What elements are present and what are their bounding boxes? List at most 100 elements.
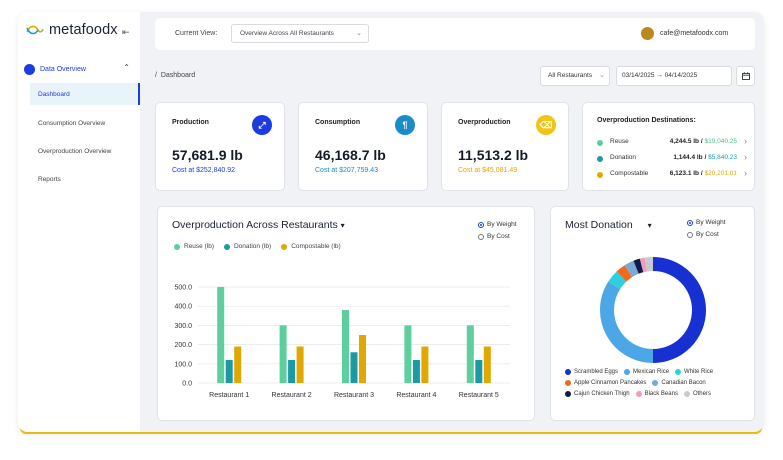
bar-chart-legend: Reuse (lb) Donation (lb) Compostable (lb…: [174, 243, 341, 250]
overproduction-card: Overproduction ⌫ 11,513.2 lb Cost at $45…: [441, 102, 569, 191]
sidebar-item-reports[interactable]: Reports: [30, 168, 140, 190]
bar-compostable[interactable]: [359, 335, 366, 383]
radio-unselected-icon: [478, 233, 484, 240]
legend-swatch: [635, 391, 642, 397]
bar-reuse[interactable]: [342, 310, 349, 383]
legend-item[interactable]: Mexican Rice: [624, 369, 669, 375]
radio-selected-icon: [478, 221, 484, 228]
legend-label: Cajun Chicken Thigh: [574, 391, 630, 397]
nav-group-label: Data Overview: [40, 65, 86, 73]
overproduction-chart-card: Overproduction Across Restaurants ▾ By W…: [157, 206, 535, 421]
legend-swatch: [624, 369, 631, 375]
chevron-down-icon: ⌄: [599, 72, 605, 79]
app-window: metafoodx ⇤ Data Overview ⌃ Dashboard Co…: [18, 12, 764, 432]
user-email[interactable]: cafe@metafoodx.com: [660, 30, 729, 37]
radio-by-weight[interactable]: By Weight: [478, 221, 517, 228]
date-range-picker[interactable]: 03/14/2025 → 04/14/2025: [616, 66, 732, 86]
bar-reuse[interactable]: [217, 287, 225, 383]
calendar-button[interactable]: [736, 66, 755, 86]
legend-item[interactable]: Others: [683, 391, 711, 397]
destination-name: Donation: [610, 154, 637, 161]
sidebar-item-label: Overproduction Overview: [38, 147, 112, 155]
radio-by-cost[interactable]: By Cost: [478, 233, 510, 240]
chevron-right-icon[interactable]: ›: [744, 136, 747, 146]
bar-donation[interactable]: [412, 359, 420, 383]
destination-value: 4,244.5 lb / $19,040.25: [670, 138, 737, 145]
legend-item[interactable]: Canadian Bacon: [652, 380, 706, 386]
date-start[interactable]: 03/14/2025: [622, 72, 655, 79]
donut-slice-cajun-chicken-thigh[interactable]: [633, 258, 644, 274]
x-tick-label: Restaurant 5: [459, 392, 499, 399]
stat-value: 57,681.9 lb: [172, 147, 243, 163]
stat-cost: Cost at $252,840.92: [172, 167, 236, 174]
bar-compostable[interactable]: [296, 346, 304, 383]
radio-by-cost[interactable]: By Cost: [687, 231, 719, 238]
legend-swatch-donation: [223, 243, 230, 250]
bar-donation[interactable]: [475, 359, 483, 383]
date-end[interactable]: 04/14/2025: [664, 72, 698, 79]
destination-name: Compostable: [610, 170, 649, 177]
donut-slice-mexican-rice[interactable]: [600, 281, 654, 363]
legend-label: Donation (lb): [233, 243, 272, 250]
breadcrumb-current[interactable]: Dashboard: [160, 72, 196, 79]
overproduction-chart-title[interactable]: Overproduction Across Restaurants ▾: [172, 219, 345, 231]
legend-item[interactable]: White Rice: [675, 369, 713, 375]
restaurant-select[interactable]: All Restaurants ⌄: [540, 66, 610, 86]
bar-donation[interactable]: [288, 359, 296, 383]
chevron-up-icon: ⌃: [123, 63, 130, 72]
bar-compostable[interactable]: [421, 346, 429, 383]
bar-reuse[interactable]: [466, 325, 474, 383]
stat-cost: Cost at $207,759.43: [315, 167, 379, 174]
donut-slice-canadian-bacon[interactable]: [624, 260, 639, 278]
legend-item[interactable]: Black Beans: [635, 391, 678, 397]
stat-title: Production: [172, 119, 209, 126]
avatar[interactable]: [641, 27, 654, 40]
most-donation-chart-card: Most Donation ▾ By Weight By Cost Scramb…: [550, 206, 755, 421]
overproduction-bar-chart: 0.0 100.0 200.0 300.0 400.0 500.0 Restaurant 1…: [174, 285, 510, 399]
sidebar-item-dashboard[interactable]: Dashboard: [30, 83, 140, 105]
bar-donation[interactable]: [225, 359, 233, 383]
legend-swatch: [565, 391, 571, 397]
destination-amount: 4,244.5 lb /: [669, 138, 703, 145]
donut-slice-white-rice[interactable]: [608, 271, 627, 290]
bar-donation[interactable]: [350, 352, 358, 383]
x-tick-label: Restaurant 4: [396, 392, 436, 399]
legend-swatch: [683, 391, 690, 397]
donut-slice-scrambled-eggs[interactable]: [652, 257, 706, 363]
destination-money: $20,201.01: [704, 170, 737, 177]
destination-row-reuse[interactable]: Reuse 4,244.5 lb / $19,040.25 ›: [597, 136, 747, 149]
sidebar-item-consumption-overview[interactable]: Consumption Overview: [30, 112, 140, 134]
bar-reuse[interactable]: [404, 325, 412, 383]
collapse-sidebar-icon[interactable]: ⇤: [122, 27, 130, 37]
legend-item[interactable]: Cajun Chicken Thigh: [565, 391, 630, 397]
current-view-select[interactable]: Overview Across All Restaurants ⌄: [231, 24, 369, 43]
y-tick-label: 500.0: [174, 285, 192, 292]
nav-group-data-overview[interactable]: Data Overview ⌃: [22, 60, 138, 78]
legend-label: Mexican Rice: [633, 369, 670, 375]
destination-row-donation[interactable]: Donation 1,144.4 lb / $5,840.23 ›: [597, 152, 747, 165]
donut-slice-apple-cinnamon-pancakes[interactable]: [616, 265, 633, 282]
reuse-dot-icon: [597, 140, 603, 146]
donut-slice-others[interactable]: [644, 257, 654, 272]
most-donation-chart-title[interactable]: Most Donation ▾: [565, 219, 652, 231]
destination-row-compostable[interactable]: Compostable 6,123.1 lb / $20,201.01 ›: [597, 168, 747, 181]
chevron-right-icon[interactable]: ›: [744, 168, 747, 178]
y-tick-label: 200.0: [174, 342, 192, 349]
chevron-right-icon[interactable]: ›: [744, 152, 747, 162]
legend-swatch-reuse: [174, 243, 180, 250]
radio-by-weight[interactable]: By Weight: [687, 219, 726, 226]
radio-label: By Weight: [487, 221, 517, 228]
legend-label: Compostable (lb): [291, 243, 341, 250]
brand-logo[interactable]: metafoodx: [26, 22, 118, 38]
caret-down-icon: ▾: [647, 221, 652, 230]
bar-compostable[interactable]: [234, 346, 242, 383]
bar-compostable[interactable]: [483, 346, 491, 383]
sidebar-item-overproduction-overview[interactable]: Overproduction Overview: [30, 140, 140, 162]
donation-dot-icon: [597, 156, 603, 162]
calendar-icon: [741, 72, 750, 80]
sidebar-item-label: Consumption Overview: [38, 119, 106, 127]
legend-item[interactable]: Apple Cinnamon Pancakes: [565, 380, 646, 386]
legend-item[interactable]: Scrambled Eggs: [565, 369, 618, 375]
donut-slice-black-beans[interactable]: [639, 257, 647, 273]
bar-reuse[interactable]: [279, 325, 287, 383]
